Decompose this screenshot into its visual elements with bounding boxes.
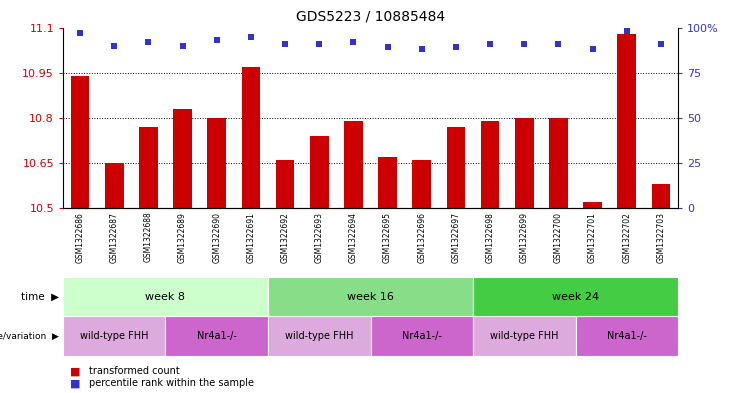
Text: GSM1322692: GSM1322692 [281, 212, 290, 263]
Bar [344, 121, 363, 208]
Point [518, 40, 530, 47]
Bar [651, 184, 671, 208]
Text: GSM1322699: GSM1322699 [519, 212, 529, 263]
Point [621, 28, 633, 34]
Text: Nr4a1-/-: Nr4a1-/- [607, 331, 647, 341]
Bar [481, 121, 499, 208]
Bar [549, 118, 568, 208]
Point [279, 40, 291, 47]
Text: GSM1322700: GSM1322700 [554, 212, 563, 263]
Bar [207, 118, 226, 208]
Point [484, 40, 496, 47]
Text: time  ▶: time ▶ [21, 292, 59, 302]
Text: percentile rank within the sample: percentile rank within the sample [89, 378, 254, 388]
Text: GSM1322688: GSM1322688 [144, 212, 153, 263]
Text: wild-type FHH: wild-type FHH [285, 331, 353, 341]
Bar [473, 316, 576, 356]
Point [176, 42, 188, 49]
Text: week 24: week 24 [552, 292, 599, 302]
Text: GSM1322696: GSM1322696 [417, 212, 426, 263]
Text: GSM1322691: GSM1322691 [247, 212, 256, 263]
Bar [276, 160, 294, 208]
Bar [473, 277, 678, 316]
Point [655, 40, 667, 47]
Text: GSM1322695: GSM1322695 [383, 212, 392, 263]
Bar [268, 316, 370, 356]
Bar [617, 33, 637, 208]
Text: week 16: week 16 [347, 292, 394, 302]
Text: wild-type FHH: wild-type FHH [80, 331, 148, 341]
Point [382, 44, 393, 51]
Point [210, 37, 222, 43]
Bar [139, 127, 158, 208]
Point [245, 33, 257, 40]
Point [348, 39, 359, 45]
Point [74, 30, 86, 36]
Bar [310, 136, 329, 208]
Text: GSM1322687: GSM1322687 [110, 212, 119, 263]
Bar [242, 67, 260, 208]
Point [587, 46, 599, 52]
Bar [515, 118, 534, 208]
Bar [104, 163, 124, 208]
Text: GSM1322701: GSM1322701 [588, 212, 597, 263]
Bar [576, 316, 678, 356]
Text: GSM1322693: GSM1322693 [315, 212, 324, 263]
Bar [165, 316, 268, 356]
Text: GSM1322703: GSM1322703 [657, 212, 665, 263]
Point [553, 40, 565, 47]
Text: wild-type FHH: wild-type FHH [490, 331, 559, 341]
Bar [63, 316, 165, 356]
Text: GSM1322698: GSM1322698 [485, 212, 494, 263]
Text: GSM1322697: GSM1322697 [451, 212, 460, 263]
Bar [412, 160, 431, 208]
Text: week 8: week 8 [145, 292, 185, 302]
Bar [447, 127, 465, 208]
Text: Nr4a1-/-: Nr4a1-/- [197, 331, 236, 341]
Point [313, 40, 325, 47]
Text: Nr4a1-/-: Nr4a1-/- [402, 331, 442, 341]
Text: GDS5223 / 10885484: GDS5223 / 10885484 [296, 10, 445, 24]
Bar [70, 76, 90, 208]
Point [142, 39, 154, 45]
Text: GSM1322689: GSM1322689 [178, 212, 187, 263]
Text: GSM1322690: GSM1322690 [212, 212, 222, 263]
Bar [268, 277, 473, 316]
Text: GSM1322694: GSM1322694 [349, 212, 358, 263]
Bar [173, 109, 192, 208]
Text: GSM1322686: GSM1322686 [76, 212, 84, 263]
Text: genotype/variation  ▶: genotype/variation ▶ [0, 332, 59, 340]
Bar [370, 316, 473, 356]
Bar [63, 277, 268, 316]
Bar [583, 202, 602, 208]
Text: ■: ■ [70, 378, 81, 388]
Point [108, 42, 120, 49]
Text: transformed count: transformed count [89, 366, 179, 376]
Bar [378, 157, 397, 208]
Text: ■: ■ [70, 366, 81, 376]
Text: GSM1322702: GSM1322702 [622, 212, 631, 263]
Point [416, 46, 428, 52]
Point [450, 44, 462, 51]
